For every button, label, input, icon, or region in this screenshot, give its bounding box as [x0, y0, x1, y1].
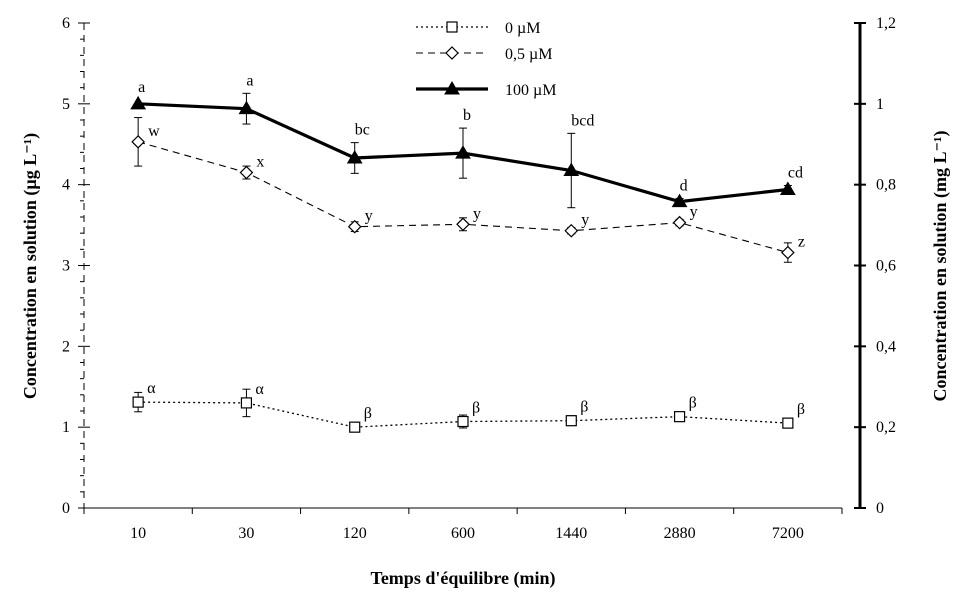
data-point	[457, 415, 469, 428]
point-label: β	[689, 395, 697, 412]
point-label: bcd	[571, 112, 594, 129]
data-point	[565, 415, 577, 427]
legend-label: 0 µM	[505, 20, 540, 37]
point-label: α	[147, 380, 156, 397]
data-point	[782, 417, 794, 429]
data-point	[456, 217, 470, 232]
series-1: w x y y y y z	[131, 117, 805, 263]
y-axis-title-right-text: Concentration en solution (mg L⁻¹)	[930, 131, 951, 402]
point-label: y	[365, 208, 373, 225]
point-label: β	[472, 400, 480, 417]
data-point	[563, 162, 580, 177]
data-point	[347, 219, 362, 234]
data-point	[672, 215, 687, 230]
point-label: β	[797, 401, 805, 418]
point-label: w	[148, 123, 160, 140]
y-tick-label-right: 0,4	[876, 338, 896, 355]
legend-label: 100 µM	[505, 82, 556, 99]
data-point	[130, 95, 147, 110]
point-label: y	[690, 204, 698, 221]
data-point	[346, 149, 363, 164]
data-point	[240, 397, 253, 409]
y-tick-label-left: 0	[62, 500, 70, 517]
data-point	[132, 396, 144, 408]
y-tick-label-left: 3	[62, 258, 70, 275]
legend-marker	[444, 81, 460, 95]
x-tick-label: 7200	[772, 525, 804, 542]
y-tick-label-left: 5	[62, 96, 70, 113]
series-layer: α α β β β β β w x y y y y z a a bc b bcd d cd	[130, 72, 805, 433]
legend-marker	[445, 46, 459, 60]
data-point	[673, 411, 686, 423]
x-tick-label: 10	[130, 525, 146, 542]
y-tick-label-left: 2	[62, 338, 70, 355]
point-label: z	[798, 234, 805, 251]
point-label: β	[580, 399, 588, 416]
y-axis-title-left: Concentration en solution (µg L⁻¹)	[20, 133, 41, 399]
point-label: y	[473, 205, 481, 222]
data-point	[131, 134, 145, 149]
point-label: cd	[788, 164, 803, 181]
point-label: x	[256, 154, 264, 171]
x-tick-label: 2880	[664, 525, 696, 542]
data-point	[349, 421, 361, 433]
series-2: a a bc b bcd d cd	[130, 72, 803, 209]
data-point	[455, 145, 471, 159]
point-label: y	[581, 212, 589, 229]
series-0: α α β β β β β	[132, 380, 805, 433]
x-tick-label: 120	[343, 525, 367, 542]
y-tick-label-left: 6	[62, 15, 70, 32]
y-tick-label-left: 1	[62, 419, 70, 436]
y-tick-label-left: 4	[62, 177, 70, 194]
y-tick-label-right: 1,2	[876, 15, 896, 32]
data-point	[779, 181, 796, 196]
x-axis-title: Temps d'équilibre (min)	[370, 568, 555, 589]
point-label: b	[463, 107, 471, 124]
y-tick-label-right: 0,6	[876, 258, 896, 275]
x-tick-label: 30	[238, 525, 254, 542]
data-point	[238, 100, 255, 115]
point-label: a	[138, 79, 145, 96]
point-label: bc	[355, 122, 370, 139]
data-point	[239, 165, 254, 180]
legend-marker	[446, 21, 458, 33]
y-axis-title-left-text: Concentration en solution (µg L⁻¹)	[20, 133, 41, 399]
data-point	[564, 223, 579, 238]
axes: 10 30 120 600 1440 2880 7200 0 1 2 3 4 5 6 0 0,2 0,4 0,6 0…	[62, 15, 896, 542]
y-tick-label-right: 0,2	[876, 419, 896, 436]
legend: 0 µM 0,5 µM 100 µM	[416, 20, 556, 99]
y-tick-label-right: 0	[876, 500, 884, 517]
point-label: a	[246, 72, 253, 89]
y-tick-label-right: 0,8	[876, 177, 896, 194]
data-point	[671, 193, 688, 208]
x-tick-label: 1440	[555, 525, 587, 542]
y-axis-title-right: Concentration en solution (mg L⁻¹)	[930, 131, 951, 402]
point-label: α	[255, 381, 264, 398]
point-label: d	[680, 177, 688, 194]
y-tick-label-right: 1	[876, 96, 884, 113]
data-point	[781, 245, 795, 260]
x-tick-label: 600	[451, 525, 475, 542]
legend-label: 0,5 µM	[505, 46, 552, 63]
point-label: β	[364, 405, 372, 422]
